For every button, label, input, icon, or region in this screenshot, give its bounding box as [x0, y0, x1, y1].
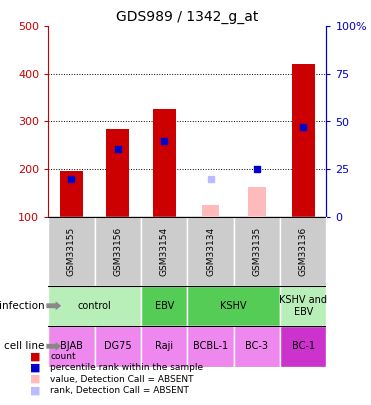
Text: Raji: Raji: [155, 341, 173, 351]
Text: infection: infection: [0, 301, 45, 311]
Text: control: control: [78, 301, 111, 311]
Text: KSHV: KSHV: [220, 301, 247, 311]
Bar: [248, 187, 266, 217]
Bar: [187, 326, 234, 367]
Bar: [292, 64, 315, 217]
Text: BC-3: BC-3: [246, 341, 268, 351]
Text: GSM33135: GSM33135: [252, 226, 262, 276]
Text: value, Detection Call = ABSENT: value, Detection Call = ABSENT: [50, 375, 194, 384]
Text: GSM33156: GSM33156: [113, 226, 122, 276]
Bar: [202, 205, 219, 217]
Bar: [106, 129, 129, 217]
Bar: [152, 109, 176, 217]
Bar: [234, 326, 280, 367]
Bar: [187, 286, 280, 326]
Bar: [95, 217, 141, 286]
Text: EBV: EBV: [155, 301, 174, 311]
Text: DG75: DG75: [104, 341, 132, 351]
Text: GSM33136: GSM33136: [299, 226, 308, 276]
Text: percentile rank within the sample: percentile rank within the sample: [50, 363, 203, 372]
Bar: [48, 286, 141, 326]
Text: GSM33155: GSM33155: [67, 226, 76, 276]
Text: ■: ■: [30, 352, 40, 361]
Text: ■: ■: [30, 374, 40, 384]
Text: GSM33154: GSM33154: [160, 226, 169, 276]
Bar: [141, 286, 187, 326]
Bar: [234, 217, 280, 286]
Text: BCBL-1: BCBL-1: [193, 341, 228, 351]
Text: cell line: cell line: [4, 341, 45, 351]
Bar: [280, 286, 326, 326]
Text: KSHV and
EBV: KSHV and EBV: [279, 295, 327, 317]
Bar: [48, 217, 95, 286]
Text: ■: ■: [30, 386, 40, 395]
Text: BC-1: BC-1: [292, 341, 315, 351]
Bar: [60, 171, 83, 217]
Bar: [141, 326, 187, 367]
Bar: [280, 217, 326, 286]
Text: rank, Detection Call = ABSENT: rank, Detection Call = ABSENT: [50, 386, 189, 395]
Text: ■: ■: [30, 363, 40, 373]
Bar: [48, 326, 95, 367]
Bar: [280, 326, 326, 367]
Bar: [187, 217, 234, 286]
Title: GDS989 / 1342_g_at: GDS989 / 1342_g_at: [116, 10, 259, 24]
Text: GSM33134: GSM33134: [206, 226, 215, 276]
Text: BJAB: BJAB: [60, 341, 83, 351]
Text: count: count: [50, 352, 76, 361]
Bar: [141, 217, 187, 286]
Bar: [95, 326, 141, 367]
